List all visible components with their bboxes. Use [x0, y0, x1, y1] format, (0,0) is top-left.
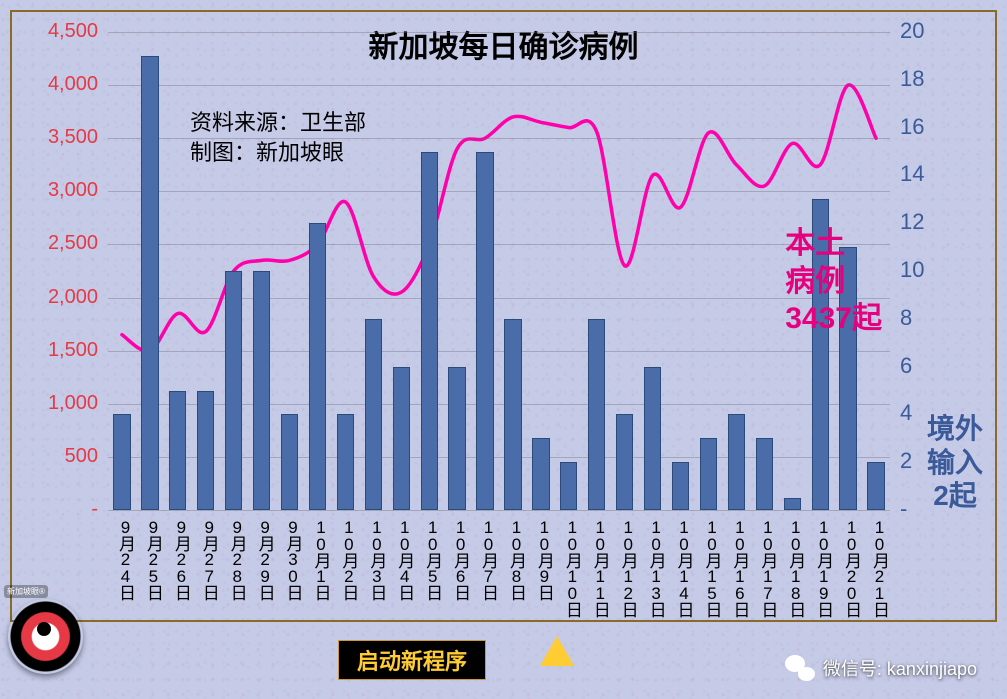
x-tick: 10月15日: [699, 518, 724, 616]
bar: [644, 367, 661, 510]
x-tick: 10月11日: [588, 518, 613, 616]
x-tick: 10月10日: [560, 518, 585, 616]
y-left-tick: 1,500: [38, 339, 98, 362]
x-tick: 9月30日: [281, 518, 306, 599]
gridline: [108, 32, 890, 33]
y-right-tick: 14: [900, 161, 940, 187]
bar: [337, 414, 354, 510]
x-tick: 10月9日: [532, 518, 557, 599]
gridline: [108, 85, 890, 86]
bar: [113, 414, 130, 510]
gridline: [108, 510, 890, 511]
x-tick: 10月13日: [644, 518, 669, 616]
bar: [672, 462, 689, 510]
bar: [784, 498, 801, 510]
bar: [448, 367, 465, 510]
y-right-tick: 12: [900, 209, 940, 235]
x-tick: 10月14日: [672, 518, 697, 616]
bar: [421, 152, 438, 511]
x-tick: 10月19日: [811, 518, 836, 616]
bar: [225, 271, 242, 510]
bar: [309, 223, 326, 510]
triangle-marker-icon: [540, 636, 574, 666]
x-tick: 9月24日: [113, 518, 138, 599]
publisher-logo: 新加坡眼®: [8, 599, 83, 674]
bar: [504, 319, 521, 510]
y-left-tick: 3,000: [38, 179, 98, 202]
x-tick: 10月6日: [448, 518, 473, 599]
bar: [281, 414, 298, 510]
x-tick: 9月29日: [253, 518, 278, 599]
y-left-tick: 2,500: [38, 232, 98, 255]
plot-area: [108, 32, 890, 510]
gridline: [108, 191, 890, 192]
bar: [197, 391, 214, 511]
x-tick: 10月8日: [504, 518, 529, 599]
bar: [476, 152, 493, 511]
bar: [253, 271, 270, 510]
x-tick: 9月25日: [141, 518, 166, 599]
x-tick: 10月4日: [392, 518, 417, 599]
annotation-imported-cases: 境外 输入 2起: [927, 412, 983, 513]
wechat-label: 微信号: kanxinjiapo: [823, 655, 977, 681]
bar: [532, 438, 549, 510]
bar: [728, 414, 745, 510]
y-left-tick: 3,500: [38, 126, 98, 149]
bar: [616, 414, 633, 510]
y-left-tick: 2,000: [38, 286, 98, 309]
y-right-tick: 20: [900, 18, 940, 44]
bar: [560, 462, 577, 510]
x-tick: 10月18日: [783, 518, 808, 616]
bar: [393, 367, 410, 510]
annotation-local-cases: 本土 病例 3437起: [785, 225, 882, 338]
logo-ring-icon: [8, 599, 83, 674]
program-label: 启动新程序: [338, 640, 486, 680]
x-tick: 10月7日: [476, 518, 501, 599]
x-tick: 10月1日: [308, 518, 333, 599]
bar: [169, 391, 186, 511]
x-tick: 9月28日: [225, 518, 250, 599]
x-tick: 10月3日: [364, 518, 389, 599]
y-right-tick: 6: [900, 353, 940, 379]
y-right-tick: 10: [900, 257, 940, 283]
logo-eye-icon: [37, 622, 51, 636]
y-left-tick: 1,000: [38, 392, 98, 415]
x-tick: 10月21日: [867, 518, 892, 616]
y-left-tick: 4,500: [38, 20, 98, 43]
bar: [867, 462, 884, 510]
x-tick: 10月17日: [755, 518, 780, 616]
x-tick: 10月5日: [420, 518, 445, 599]
y-left-tick: -: [38, 498, 98, 521]
y-right-tick: 8: [900, 305, 940, 331]
bar: [365, 319, 382, 510]
x-tick: 9月26日: [169, 518, 194, 599]
y-left-tick: 500: [38, 445, 98, 468]
x-tick: 9月27日: [197, 518, 222, 599]
y-left-tick: 4,000: [38, 73, 98, 96]
wechat-credit: 微信号: kanxinjiapo: [785, 655, 977, 681]
gridline: [108, 138, 890, 139]
bar: [588, 319, 605, 510]
x-tick: 10月12日: [616, 518, 641, 616]
logo-text: 新加坡眼®: [4, 585, 48, 598]
y-right-tick: 18: [900, 66, 940, 92]
gridline: [108, 244, 890, 245]
bar: [141, 56, 158, 510]
x-tick: 10月2日: [336, 518, 361, 599]
wechat-icon: [785, 655, 815, 681]
bar: [700, 438, 717, 510]
x-tick: 10月20日: [839, 518, 864, 616]
bar: [756, 438, 773, 510]
x-tick: 10月16日: [727, 518, 752, 616]
y-right-tick: 16: [900, 114, 940, 140]
